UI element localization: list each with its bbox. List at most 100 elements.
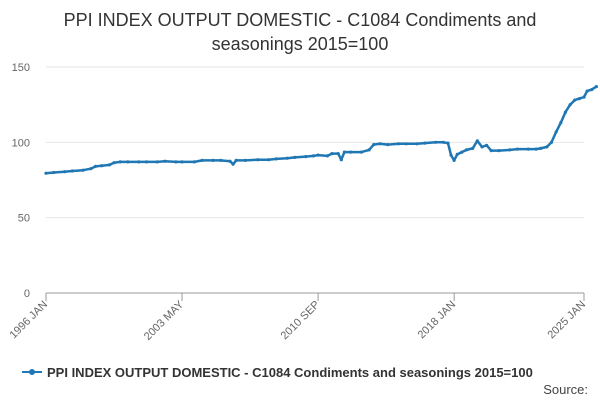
data-point[interactable] xyxy=(526,147,530,151)
data-point[interactable] xyxy=(137,160,141,164)
data-point[interactable] xyxy=(386,143,390,147)
data-point[interactable] xyxy=(554,130,558,134)
x-tick-label: 1996 JAN xyxy=(7,299,50,342)
data-point[interactable] xyxy=(234,158,238,162)
legend-marker-icon xyxy=(29,369,35,375)
data-point[interactable] xyxy=(545,145,549,149)
data-point[interactable] xyxy=(585,89,589,93)
data-point[interactable] xyxy=(100,164,104,168)
series-line[interactable] xyxy=(45,85,598,175)
data-point[interactable] xyxy=(573,98,577,102)
y-tick-label: 100 xyxy=(12,137,30,149)
chart-title-line-1: PPI INDEX OUTPUT DOMESTIC - C1084 Condim… xyxy=(64,10,537,30)
data-point[interactable] xyxy=(285,156,289,160)
data-point[interactable] xyxy=(549,140,554,144)
data-point[interactable] xyxy=(480,145,484,149)
data-point[interactable] xyxy=(475,139,479,143)
data-point[interactable] xyxy=(489,149,493,153)
data-point[interactable] xyxy=(112,161,116,165)
data-point[interactable] xyxy=(452,158,456,162)
data-point[interactable] xyxy=(415,142,419,146)
legend-series-label: PPI INDEX OUTPUT DOMESTIC - C1084 Condim… xyxy=(47,365,533,380)
data-point[interactable] xyxy=(293,155,297,159)
legend[interactable]: PPI INDEX OUTPUT DOMESTIC - C1084 Condim… xyxy=(22,365,533,380)
data-point[interactable] xyxy=(325,154,329,158)
data-point[interactable] xyxy=(423,141,427,145)
data-point[interactable] xyxy=(52,170,56,175)
data-point[interactable] xyxy=(163,159,167,163)
data-point[interactable] xyxy=(93,164,98,168)
data-point[interactable] xyxy=(359,150,363,154)
data-point[interactable] xyxy=(311,154,316,158)
data-point[interactable] xyxy=(497,149,501,153)
data-point[interactable] xyxy=(89,167,93,171)
data-point[interactable] xyxy=(155,160,159,164)
data-point[interactable] xyxy=(508,148,512,152)
data-point[interactable] xyxy=(200,158,204,162)
data-point[interactable] xyxy=(582,95,586,99)
data-point[interactable] xyxy=(367,148,371,152)
data-point[interactable] xyxy=(174,160,178,164)
data-point[interactable] xyxy=(339,158,343,162)
data-point[interactable] xyxy=(590,88,594,92)
data-point[interactable] xyxy=(568,103,572,107)
data-point[interactable] xyxy=(267,158,271,162)
data-point[interactable] xyxy=(231,162,235,166)
data-point[interactable] xyxy=(228,159,232,163)
data-point[interactable] xyxy=(446,141,450,145)
data-point[interactable] xyxy=(563,110,568,114)
grid-lines xyxy=(46,66,584,294)
data-point[interactable] xyxy=(441,140,445,144)
data-point[interactable] xyxy=(349,150,353,154)
data-point[interactable] xyxy=(44,171,48,175)
x-tick-label: 2010 SEP xyxy=(279,299,323,343)
y-tick-label: 150 xyxy=(12,62,30,74)
data-point[interactable] xyxy=(316,153,320,157)
data-point[interactable] xyxy=(449,153,453,157)
data-point[interactable] xyxy=(539,146,543,150)
x-tick-label: 2003 MAY xyxy=(142,298,187,343)
data-point[interactable] xyxy=(434,140,438,144)
series-layer xyxy=(44,85,599,175)
data-point[interactable] xyxy=(485,143,489,147)
data-point[interactable] xyxy=(63,170,67,174)
data-point[interactable] xyxy=(372,143,376,147)
data-point[interactable] xyxy=(144,160,149,164)
data-point[interactable] xyxy=(81,168,85,172)
data-point[interactable] xyxy=(274,157,278,161)
data-point[interactable] xyxy=(219,158,223,162)
data-point[interactable] xyxy=(256,158,260,162)
data-point[interactable] xyxy=(304,155,308,159)
data-point[interactable] xyxy=(192,160,196,164)
data-point[interactable] xyxy=(404,142,408,146)
data-point[interactable] xyxy=(330,152,334,156)
data-point[interactable] xyxy=(342,150,346,154)
data-point[interactable] xyxy=(378,142,382,146)
y-tick-label: 0 xyxy=(24,288,30,300)
data-point[interactable] xyxy=(455,152,459,156)
x-tick-label: 2018 JAN xyxy=(416,299,459,342)
data-point[interactable] xyxy=(243,158,247,162)
data-point[interactable] xyxy=(559,121,563,125)
data-point[interactable] xyxy=(594,85,599,89)
data-point[interactable] xyxy=(70,169,74,173)
data-point[interactable] xyxy=(336,152,340,156)
x-tick-label: 2025 JAN xyxy=(545,299,588,342)
data-point[interactable] xyxy=(464,148,469,152)
data-point[interactable] xyxy=(471,146,475,150)
data-point[interactable] xyxy=(118,160,122,164)
data-point[interactable] xyxy=(460,150,464,154)
y-tick-label: 50 xyxy=(18,213,30,225)
source-label: Source: xyxy=(543,382,588,397)
data-point[interactable] xyxy=(577,97,582,101)
chart-title-line-2: seasonings 2015=100 xyxy=(212,34,389,54)
data-point[interactable] xyxy=(396,142,401,146)
data-point[interactable] xyxy=(211,158,215,162)
data-point[interactable] xyxy=(180,160,184,164)
data-point[interactable] xyxy=(534,147,538,151)
data-point[interactable] xyxy=(126,160,130,164)
data-point[interactable] xyxy=(515,147,520,151)
data-point[interactable] xyxy=(107,163,111,167)
